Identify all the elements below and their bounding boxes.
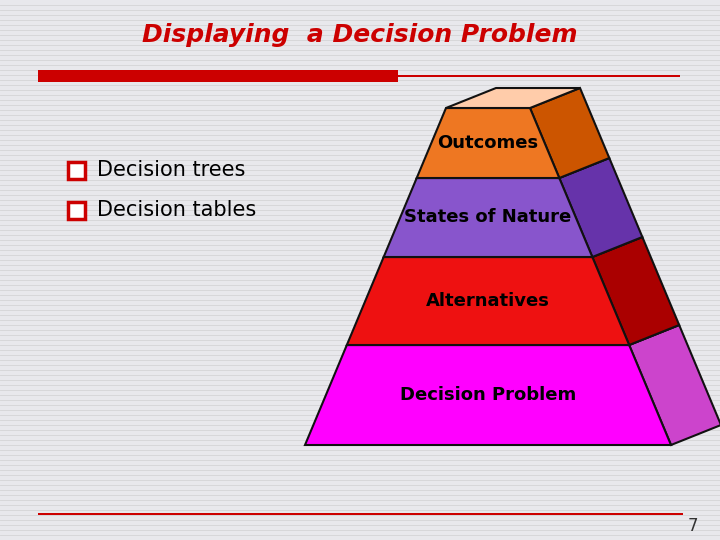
Bar [38, 70, 398, 82]
Text: Decision trees: Decision trees [97, 160, 246, 180]
Polygon shape [347, 325, 679, 345]
Polygon shape [305, 345, 671, 445]
Text: 7: 7 [688, 517, 698, 535]
Text: Decision Problem: Decision Problem [400, 386, 576, 404]
Bar [68, 202, 85, 219]
Bar [398, 75, 680, 77]
Polygon shape [593, 237, 679, 345]
Bar [68, 162, 85, 179]
Text: Alternatives: Alternatives [426, 292, 550, 310]
Text: Decision tables: Decision tables [97, 200, 256, 220]
Polygon shape [417, 158, 609, 178]
Polygon shape [530, 88, 609, 178]
Polygon shape [384, 237, 642, 257]
Text: Outcomes: Outcomes [438, 134, 539, 152]
Polygon shape [417, 108, 559, 178]
Polygon shape [446, 88, 580, 108]
Polygon shape [347, 257, 629, 345]
Polygon shape [629, 325, 720, 445]
Polygon shape [384, 178, 593, 257]
Bar [38, 513, 683, 515]
Text: Displaying  a Decision Problem: Displaying a Decision Problem [143, 23, 577, 47]
Polygon shape [559, 158, 642, 257]
Text: States of Nature: States of Nature [405, 208, 572, 226]
